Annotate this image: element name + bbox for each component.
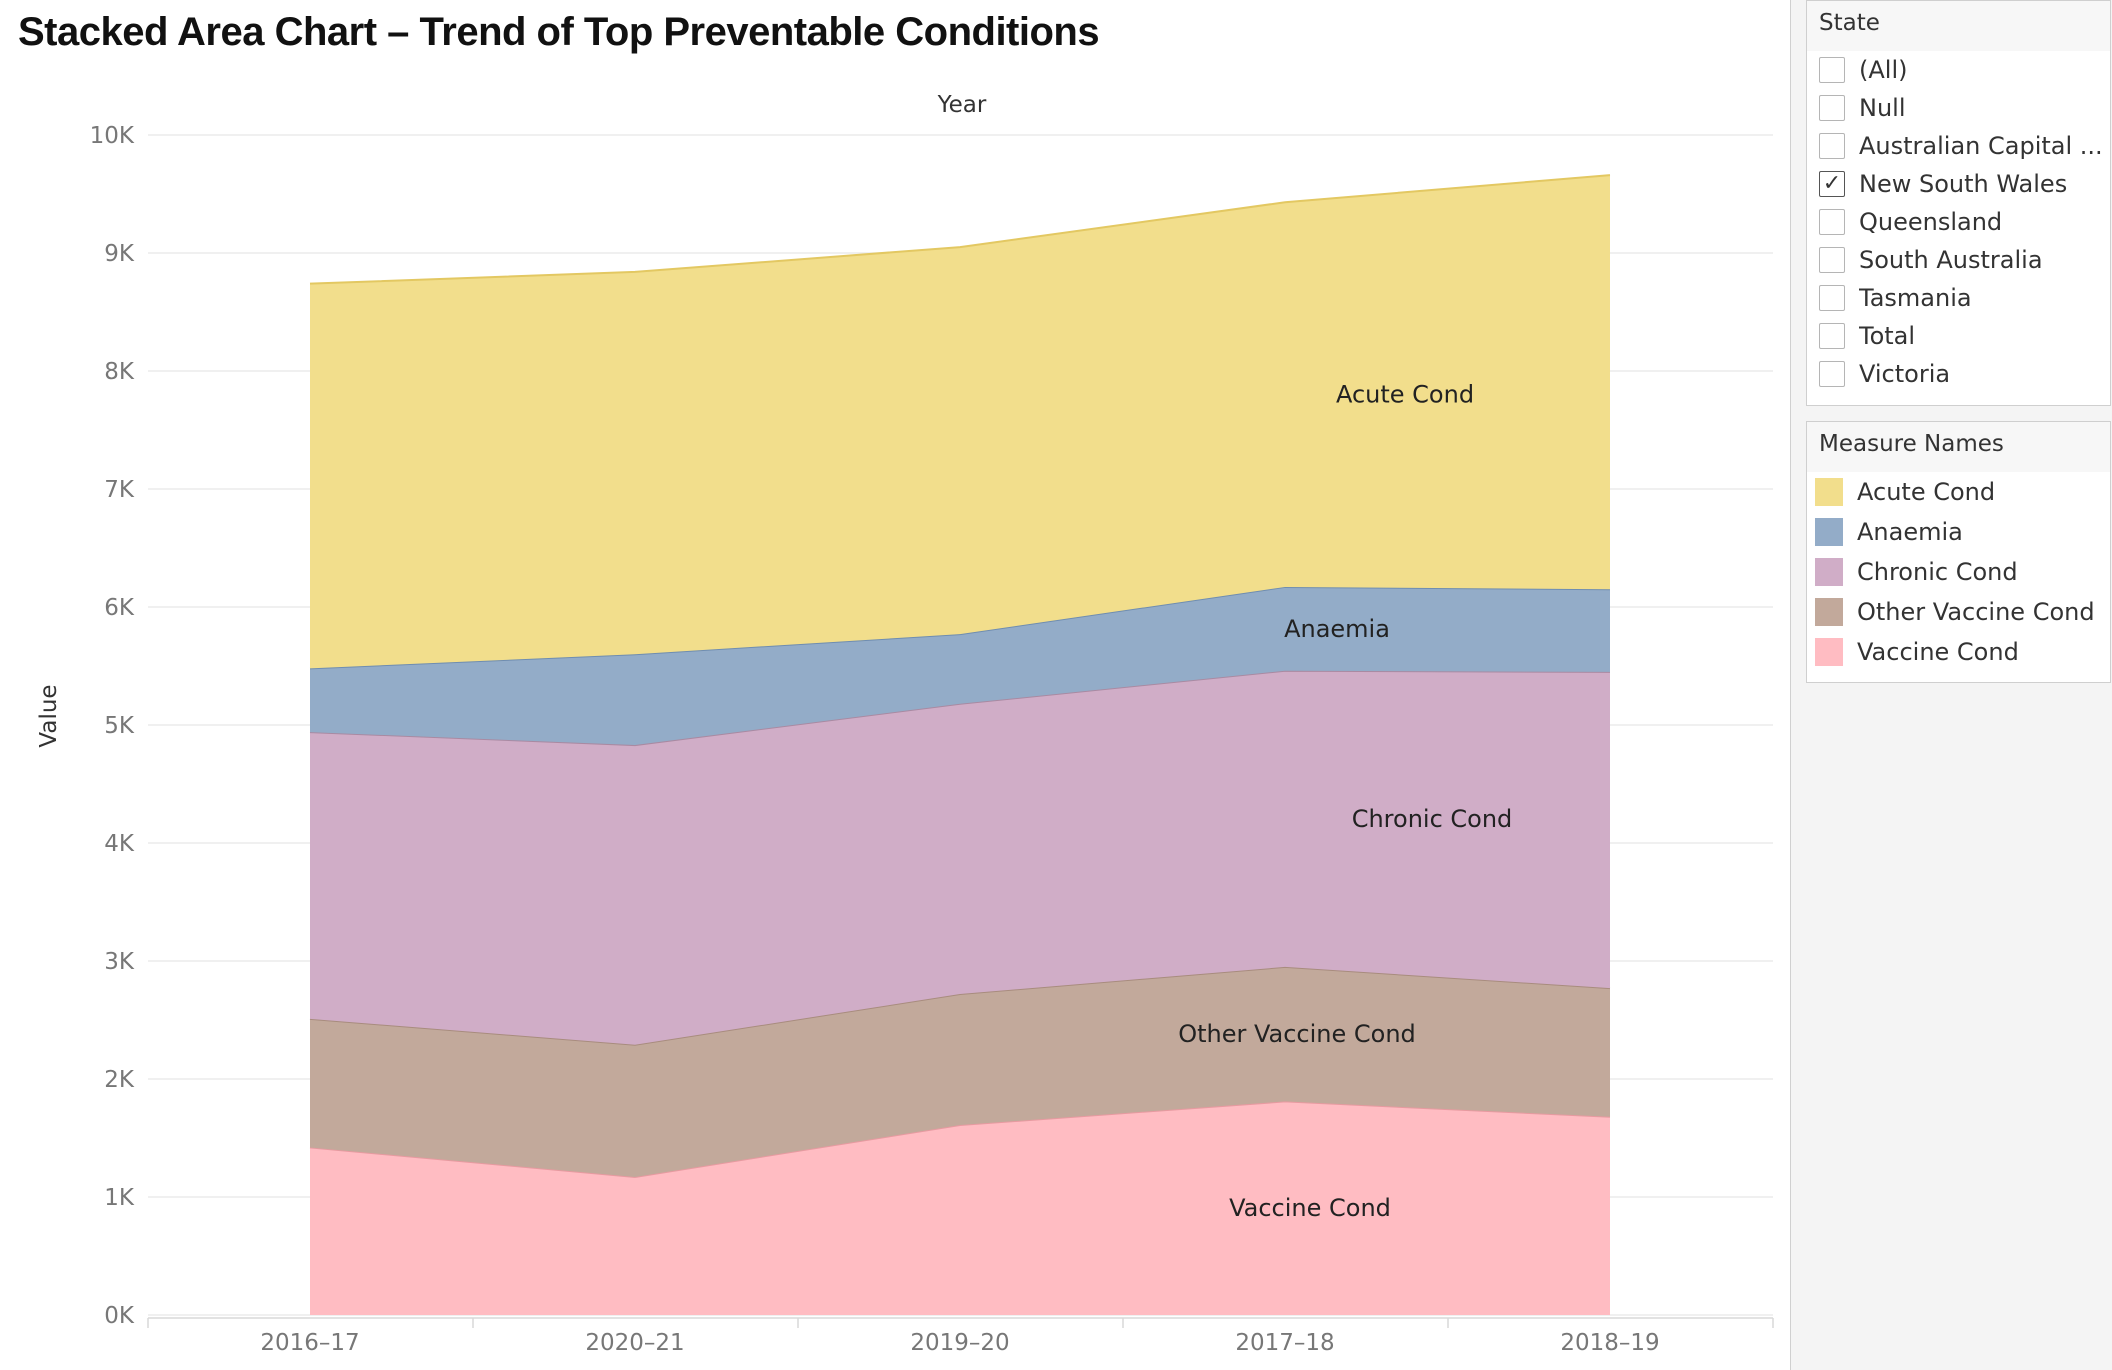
state-filter-label: (All) bbox=[1859, 56, 1908, 84]
y-tick-label: 1K bbox=[104, 1185, 135, 1211]
legend-item[interactable]: Acute Cond bbox=[1807, 472, 2110, 512]
legend-item[interactable]: Chronic Cond bbox=[1807, 552, 2110, 592]
legend-label: Other Vaccine Cond bbox=[1857, 598, 2095, 626]
x-tick-label: 2018–19 bbox=[1560, 1330, 1659, 1356]
legend-list: Acute Cond Anaemia Chronic Cond Other Vacci… bbox=[1807, 472, 2110, 672]
state-filter-label: Queensland bbox=[1859, 208, 2003, 236]
y-tick-label: 3K bbox=[104, 949, 135, 975]
state-filter-item[interactable]: South Australia bbox=[1807, 241, 2110, 279]
state-filter-item[interactable]: Tasmania bbox=[1807, 279, 2110, 317]
area-series-fill[interactable] bbox=[310, 175, 1610, 669]
checkbox-icon[interactable] bbox=[1819, 285, 1845, 311]
measure-names-legend: Measure Names Acute Cond Anaemia Chronic C… bbox=[1806, 421, 2111, 683]
state-filter-title: State bbox=[1807, 1, 2110, 51]
legend-swatch bbox=[1815, 518, 1843, 546]
legend-label: Chronic Cond bbox=[1857, 558, 2018, 586]
legend-swatch bbox=[1815, 478, 1843, 506]
area-series-fill[interactable] bbox=[310, 1101, 1610, 1315]
series-label: Acute Cond bbox=[1336, 381, 1474, 409]
legend-swatch bbox=[1815, 598, 1843, 626]
checkbox-icon[interactable] bbox=[1819, 361, 1845, 387]
y-tick-label: 9K bbox=[104, 241, 135, 267]
x-axis-header: Year bbox=[937, 92, 987, 118]
state-filter-item[interactable]: (All) bbox=[1807, 51, 2110, 89]
y-tick-label: 6K bbox=[104, 595, 135, 621]
checkbox-checked-icon[interactable]: ✓ bbox=[1819, 171, 1845, 197]
checkbox-icon[interactable] bbox=[1819, 247, 1845, 273]
state-filter-label: South Australia bbox=[1859, 246, 2043, 274]
y-tick-label: 5K bbox=[104, 713, 135, 739]
chart-title: Stacked Area Chart – Trend of Top Preven… bbox=[18, 10, 1100, 54]
state-filter-item[interactable]: Null bbox=[1807, 89, 2110, 127]
checkbox-icon[interactable] bbox=[1819, 95, 1845, 121]
legend-item[interactable]: Other Vaccine Cond bbox=[1807, 592, 2110, 632]
state-filter-label: Tasmania bbox=[1859, 284, 1972, 312]
state-filter-item[interactable]: Victoria bbox=[1807, 355, 2110, 393]
state-filter-card: State (All) Null Australian Capital ... ✓ Ne… bbox=[1806, 0, 2111, 406]
area-series bbox=[309, 174, 1611, 1315]
series-label: Anaemia bbox=[1284, 615, 1390, 643]
y-tick-label: 4K bbox=[104, 831, 135, 857]
state-filter-label: Victoria bbox=[1859, 360, 1951, 388]
legend-item[interactable]: Anaemia bbox=[1807, 512, 2110, 552]
axes: 0K 1K 2K 3K 4K 5K 6K 7K 8K 9K 10K 2016–17 2020–21 201… bbox=[90, 123, 1774, 1356]
stacked-area-chart: Vaccine Cond Other Vaccine Cond Chronic Co… bbox=[36, 92, 1774, 1356]
series-label: Other Vaccine Cond bbox=[1178, 1020, 1416, 1048]
state-filter-label: Total bbox=[1859, 322, 1916, 350]
state-filter-list: (All) Null Australian Capital ... ✓ New Sout… bbox=[1807, 51, 2110, 393]
state-filter-item[interactable]: Queensland bbox=[1807, 203, 2110, 241]
state-filter-label: Australian Capital ... bbox=[1859, 132, 2103, 160]
state-filter-label: Null bbox=[1859, 94, 1906, 122]
y-tick-label: 7K bbox=[104, 477, 135, 503]
checkbox-icon[interactable] bbox=[1819, 57, 1845, 83]
legend-label: Anaemia bbox=[1857, 518, 1963, 546]
state-filter-label: New South Wales bbox=[1859, 170, 2068, 198]
legend-label: Acute Cond bbox=[1857, 478, 1996, 506]
checkbox-icon[interactable] bbox=[1819, 323, 1845, 349]
legend-swatch bbox=[1815, 638, 1843, 666]
checkbox-icon[interactable] bbox=[1819, 209, 1845, 235]
legend-label: Vaccine Cond bbox=[1857, 638, 2019, 666]
x-tick-label: 2019–20 bbox=[910, 1330, 1009, 1356]
area-series-edge bbox=[309, 174, 1611, 285]
y-tick-label: 8K bbox=[104, 359, 135, 385]
area-series-fill[interactable] bbox=[310, 586, 1610, 746]
y-tick-label: 0K bbox=[104, 1303, 135, 1329]
x-tick-label: 2016–17 bbox=[260, 1330, 359, 1356]
y-axis-title: Value bbox=[36, 684, 62, 747]
area-series-fill[interactable] bbox=[310, 670, 1610, 1045]
series-label: Chronic Cond bbox=[1352, 805, 1513, 833]
measure-names-title: Measure Names bbox=[1807, 422, 2110, 472]
x-tick-label: 2017–18 bbox=[1235, 1330, 1334, 1356]
series-labels: Vaccine Cond Other Vaccine Cond Chronic Co… bbox=[1178, 381, 1512, 1223]
series-label: Vaccine Cond bbox=[1229, 1194, 1391, 1222]
state-filter-item[interactable]: Australian Capital ... bbox=[1807, 127, 2110, 165]
y-tick-label: 2K bbox=[104, 1067, 135, 1093]
state-filter-item[interactable]: ✓ New South Wales bbox=[1807, 165, 2110, 203]
checkbox-icon[interactable] bbox=[1819, 133, 1845, 159]
legend-item[interactable]: Vaccine Cond bbox=[1807, 632, 2110, 672]
legend-swatch bbox=[1815, 558, 1843, 586]
area-series-fill[interactable] bbox=[310, 966, 1610, 1177]
side-panel: State (All) Null Australian Capital ... ✓ Ne… bbox=[1790, 0, 2112, 1370]
state-filter-item[interactable]: Total bbox=[1807, 317, 2110, 355]
x-tick-label: 2020–21 bbox=[585, 1330, 684, 1356]
y-tick-label: 10K bbox=[90, 123, 135, 149]
